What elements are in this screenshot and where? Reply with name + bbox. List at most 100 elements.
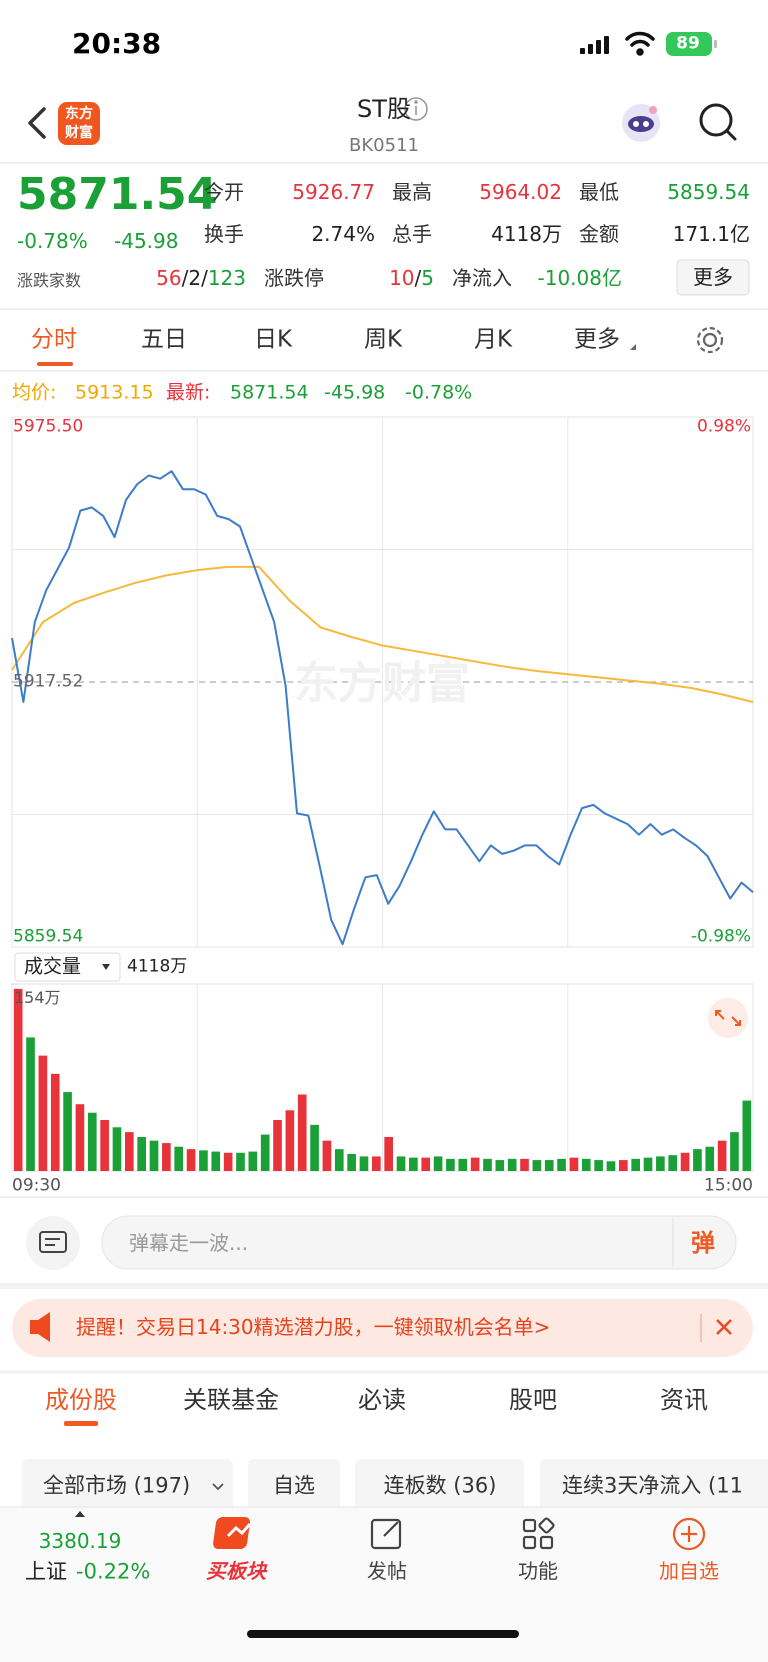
volume-bar [409,1157,418,1171]
change-amount: -45.98 [114,229,179,253]
volume-bar [532,1160,542,1171]
volume-total: 4118万 [127,956,188,977]
volume-bar [50,1073,60,1171]
volume-bar [594,1160,603,1171]
home-indicator [247,1630,519,1638]
volume-bar [125,1132,134,1171]
close-banner[interactable] [716,1319,732,1335]
volume-bar [211,1151,221,1171]
index-value: 3380.19 [38,1529,122,1553]
filter-chip[interactable] [355,1459,524,1519]
signal-icon [580,36,609,54]
y2-tick-label: 0.98% [696,416,751,437]
filter-label[interactable]: 全部市场 (197) [43,1473,191,1498]
volume-bar [581,1158,591,1171]
volume-bar [680,1152,690,1171]
watermark: 东方财富 [294,658,470,709]
buy-sector-icon[interactable] [212,1517,252,1549]
volume-bar [507,1158,517,1171]
field-value: 5964.02 [479,180,562,204]
field-label: 总手 [392,222,432,246]
chart-info: -45.98 [324,381,386,404]
info-icon[interactable] [404,97,428,121]
wifi-icon [625,31,655,56]
volume-bar [26,1037,35,1171]
volume-bar [396,1156,406,1171]
danmaku-send[interactable]: 弹 [691,1229,715,1257]
chart-info: 均价: [12,381,57,404]
assistant-icon[interactable] [622,104,660,142]
settings-icon[interactable] [696,326,724,354]
section-tab[interactable]: 资讯 [660,1386,708,1414]
danmaku-settings[interactable] [26,1216,80,1270]
search-button[interactable] [699,103,737,141]
danmaku-input[interactable] [101,1215,737,1270]
filter-label[interactable]: 连续3天净流入 (11 [562,1473,743,1498]
section-tab[interactable]: 股吧 [509,1386,557,1414]
bottom-action[interactable]: 加自选 [659,1559,719,1583]
field-value: -10.08亿 [537,266,622,290]
volume-bar [186,1149,196,1171]
volume-bar [347,1154,356,1171]
indicator-name[interactable]: 成交量 [24,955,82,978]
filter-label[interactable]: 连板数 (36) [383,1473,497,1498]
period-tab[interactable]: 月K [473,326,513,353]
volume-bar [606,1161,616,1171]
volume-bar [297,1094,307,1171]
sector-code: BK0511 [349,135,419,156]
section-tab[interactable]: 必读 [358,1386,406,1414]
logo-text: 财富 [65,125,93,141]
section-tab[interactable]: 成份股 [45,1386,117,1414]
volume-bar [569,1157,579,1171]
danmaku-placeholder[interactable]: 弹幕走一波... [129,1231,249,1255]
more-button[interactable] [676,259,750,296]
post-icon[interactable] [370,1518,402,1550]
period-tab[interactable]: 更多 [574,326,620,353]
bottom-action[interactable]: 买板块 [206,1559,266,1583]
bottom-action[interactable]: 功能 [518,1559,558,1583]
filter-chip[interactable] [540,1459,768,1519]
field-value: 5859.54 [667,180,750,204]
tab-indicator [64,1421,98,1426]
chart-info: 5913.15 [75,381,154,404]
status-time: 20:38 [72,27,162,60]
volume-bar [458,1158,468,1171]
volume-bar [495,1160,505,1171]
change-percent: -0.78% [17,229,88,253]
more-button-label[interactable]: 更多 [693,265,733,289]
filter-label[interactable]: 自选 [273,1473,315,1498]
chart-info: -0.78% [405,381,473,404]
banner-text[interactable]: 提醒！交易日14:30精选潜力股，一键领取机会名单> [76,1317,551,1337]
indicator-selector[interactable] [14,952,121,982]
add-watchlist-icon[interactable] [672,1517,706,1551]
function-icon[interactable] [522,1517,555,1550]
field-label: 换手 [204,222,244,246]
volume-bar [137,1137,146,1171]
breadth-value: 56/2/123 [156,266,246,290]
period-tab[interactable]: 周K [363,326,403,353]
period-tab[interactable]: 五日 [141,326,187,353]
volume-bar [717,1140,727,1171]
volume-bar [322,1140,332,1171]
filter-chip[interactable] [248,1459,340,1519]
period-tab[interactable]: 分时 [31,326,77,353]
index-toggle[interactable] [75,1511,85,1517]
volume-bar [631,1158,640,1171]
promo-banner[interactable] [12,1299,753,1357]
volume-bar [174,1146,184,1171]
expand-button[interactable] [708,998,748,1038]
battery [666,32,712,56]
filter-chip[interactable] [22,1459,233,1519]
volume-bar [260,1134,270,1171]
volume-bar [705,1146,715,1171]
volume-bar [248,1151,258,1171]
field-label: 金额 [579,222,619,246]
section-tab[interactable]: 关联基金 [183,1386,279,1414]
y-tick-label: 154万 [14,988,61,1007]
back-button[interactable] [28,107,46,139]
app-logo [58,102,100,145]
bottom-action[interactable]: 发帖 [367,1559,407,1583]
period-tab[interactable]: 日K [253,326,293,353]
